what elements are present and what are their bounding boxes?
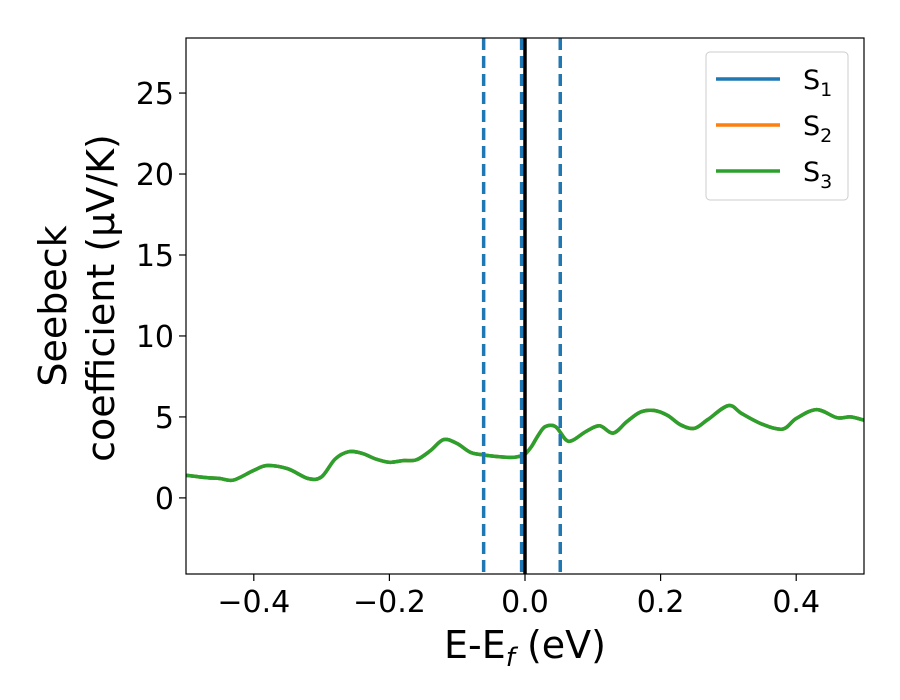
y-tick-label: 20 [136,158,174,193]
y-axis-label-line2: coefficient (μV/K) [79,134,123,462]
x-tick-label: −0.2 [353,585,426,620]
series-layer [186,403,864,483]
x-axis-ticks: −0.4 −0.2 0.0 0.2 0.4 [217,574,820,620]
y-tick-label: 15 [136,239,174,274]
y-axis-ticks: 0 5 10 15 20 25 [136,77,186,517]
legend-label-s1: S1 [803,65,832,101]
y-tick-label: 25 [136,77,174,112]
x-axis-label: E-Ef (eV) [444,623,606,673]
legend: S1 S2 S3 [705,51,849,201]
legend-label-s2: S2 [803,111,832,147]
x-tick-label: 0.4 [772,585,820,620]
series-line-s3 [186,403,864,483]
x-tick-label: 0.0 [501,585,549,620]
vline-layer [481,38,563,574]
y-tick-label: 0 [155,482,174,517]
y-tick-label: 10 [136,320,174,355]
y-tick-label: 5 [155,401,174,436]
y-axis-label-line1: Seebeck [31,225,75,386]
legend-label-s3: S3 [803,157,832,193]
x-tick-label: 0.2 [637,585,685,620]
x-tick-label: −0.4 [217,585,290,620]
